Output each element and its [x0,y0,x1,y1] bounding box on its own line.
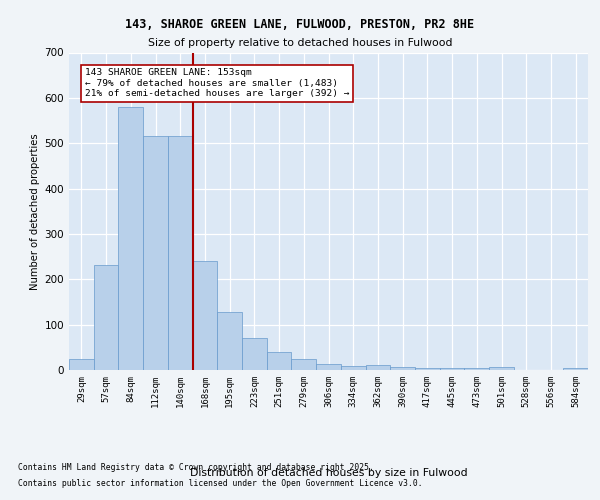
Bar [143,136,168,370]
Bar [94,265,118,370]
X-axis label: Distribution of detached houses by size in Fulwood: Distribution of detached houses by size … [190,468,467,478]
Bar [415,368,440,370]
Bar [390,368,415,370]
Bar [316,364,341,370]
Bar [242,338,267,370]
Bar [489,367,514,370]
Bar [440,368,464,370]
Text: Size of property relative to detached houses in Fulwood: Size of property relative to detached ho… [148,38,452,48]
Bar [464,368,489,370]
Bar [118,107,143,370]
Text: 143, SHAROE GREEN LANE, FULWOOD, PRESTON, PR2 8HE: 143, SHAROE GREEN LANE, FULWOOD, PRESTON… [125,18,475,30]
Bar [217,312,242,370]
Bar [341,366,365,370]
Bar [365,366,390,370]
Bar [168,136,193,370]
Bar [267,352,292,370]
Bar [563,368,588,370]
Bar [69,358,94,370]
Text: 143 SHAROE GREEN LANE: 153sqm
← 79% of detached houses are smaller (1,483)
21% o: 143 SHAROE GREEN LANE: 153sqm ← 79% of d… [85,68,350,98]
Y-axis label: Number of detached properties: Number of detached properties [31,133,40,290]
Text: Contains public sector information licensed under the Open Government Licence v3: Contains public sector information licen… [18,478,422,488]
Bar [193,261,217,370]
Bar [292,358,316,370]
Text: Contains HM Land Registry data © Crown copyright and database right 2025.: Contains HM Land Registry data © Crown c… [18,464,374,472]
